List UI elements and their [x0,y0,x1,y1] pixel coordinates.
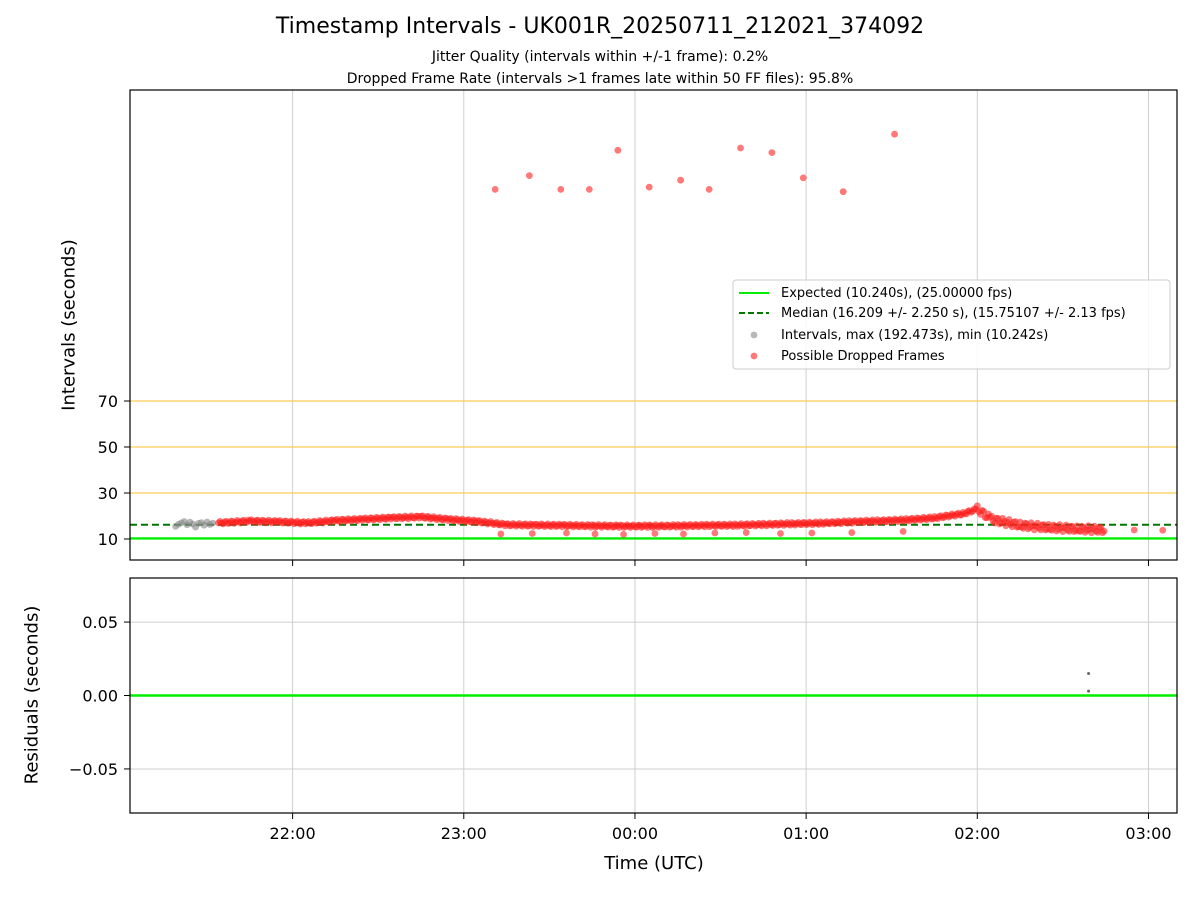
top-axis-ticks: 10 30 50 70 [98,392,1149,566]
chart-title: Timestamp Intervals - UK001R_20250711_21… [275,14,925,39]
x-tick-label: 22:00 [270,824,316,843]
intervals-axis-label: Intervals (seconds) [58,239,80,411]
legend: Expected (10.240s), (25.00000 fps) Media… [732,279,1171,370]
dropped-frame-point [557,186,565,193]
legend-intervals-label: Intervals, max (192.473s), min (10.242s) [781,328,1048,343]
legend-box [732,279,1171,370]
y-tick-label: 30 [98,484,118,503]
dropped-frame-point [705,186,713,193]
dropped-frame-point [614,146,622,154]
top-points [172,130,1167,538]
x-tick-label: 02:00 [954,824,1000,843]
dropped-frame-point [1100,527,1108,535]
legend-median-label: Median (16.209 +/- 2.250 s), (15.75107 +… [781,306,1126,321]
residual-point [1087,671,1091,675]
dropped-frame-point [742,529,750,536]
top-plot-frame [129,89,1178,561]
residual-tick-label: −0.05 [69,760,118,779]
interval-point [209,519,217,527]
x-tick-label: 01:00 [783,824,829,843]
dropped-frame-point [491,186,499,193]
dropped-frame-point [899,528,907,535]
residuals-axis-label: Residuals (seconds) [21,605,43,785]
legend-intervals-swatch [750,331,758,339]
dropped-frame-point [680,530,687,538]
dropped-frame-point [799,174,807,182]
jitter-subtitle: Jitter Quality (intervals within +/-1 fr… [431,49,769,65]
dropped-frame-point [645,183,653,191]
dropped-frame-point [677,176,685,184]
legend-dropped-swatch [750,352,758,360]
time-axis-label: Time (UTC) [604,853,704,874]
legend-dropped-label: Possible Dropped Frames [781,349,945,364]
dropped-frame-point [1130,526,1138,534]
dropped-frame-point [737,144,744,152]
dropped-frame-point [620,531,627,538]
dropped-frame-point [808,529,816,537]
y-tick-label: 70 [98,392,118,411]
bottom-points [1087,671,1091,693]
dropped-frame-point [768,149,776,157]
dropped-frame-point [651,530,659,537]
x-tick-label: 00:00 [612,824,658,843]
dropped-frame-point [839,188,847,196]
dropped-frame-point [563,529,570,537]
dropped-frame-point [585,186,593,193]
residual-point [1087,689,1091,693]
dropped-frame-point [497,530,505,538]
dropped-frame-point [526,172,533,180]
legend-expected-label: Expected (10.240s), (25.00000 fps) [781,286,1012,301]
y-tick-label: 50 [98,438,118,457]
bottom-axis-ticks: 22:00 23:00 00:00 01:00 02:00 03:00 0.05 0.00 −0… [69,613,1172,843]
x-tick-label: 03:00 [1125,824,1171,843]
dropped-frame-point [848,529,856,536]
dropped-frame-point [891,130,898,138]
dropped-frame-point [973,502,981,510]
dropped-frame-point [1159,526,1167,534]
threshold-lines [130,400,1177,494]
dropped-frame-point [591,530,599,538]
residual-tick-label: 0.05 [82,613,118,632]
y-tick-label: 10 [98,530,118,549]
residual-tick-label: 0.00 [82,687,118,706]
dropped-rate-subtitle: Dropped Frame Rate (intervals >1 frames … [346,71,854,87]
dropped-frame-point [528,530,536,537]
x-tick-label: 23:00 [441,824,487,843]
dropped-frame-point [711,529,719,537]
dropped-frame-point [777,530,784,537]
